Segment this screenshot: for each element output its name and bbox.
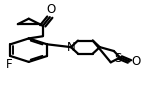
Text: O: O <box>46 3 55 16</box>
Text: F: F <box>6 58 12 71</box>
Text: S: S <box>115 52 122 65</box>
Text: O: O <box>131 55 140 68</box>
Text: N: N <box>66 41 75 54</box>
